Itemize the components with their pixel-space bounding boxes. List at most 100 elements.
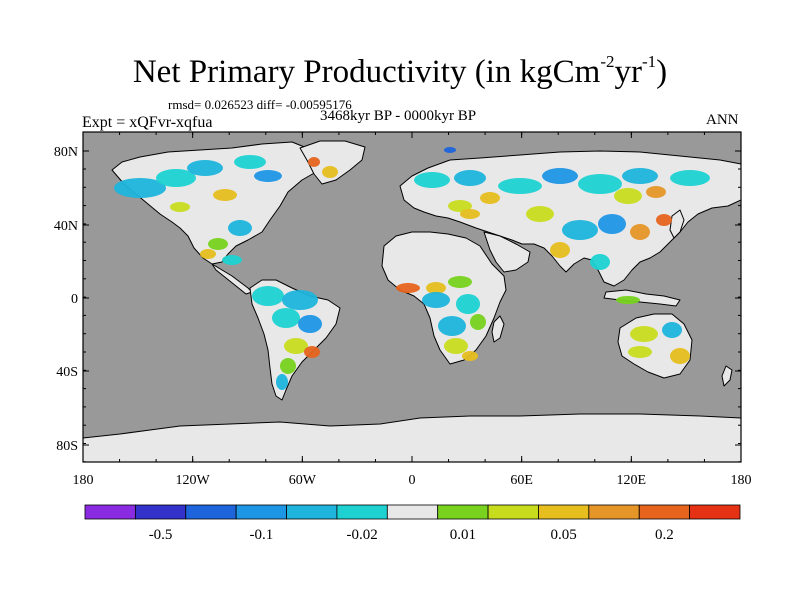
colorbar-label: -0.5 xyxy=(149,527,173,543)
anomaly-patch xyxy=(444,147,456,153)
madagascar xyxy=(491,315,505,343)
anomaly-patch xyxy=(542,168,578,184)
anomaly-patch xyxy=(234,155,266,169)
anomaly-patch xyxy=(426,282,446,294)
anomaly-patch xyxy=(422,292,450,308)
anomaly-patch xyxy=(252,286,284,306)
anomaly-patch xyxy=(628,346,652,358)
lon-tick-label: 60E xyxy=(510,473,533,488)
lon-tick-label: 120W xyxy=(176,473,211,488)
anomaly-patch xyxy=(578,174,622,194)
lon-tick-label: 180 xyxy=(731,473,752,488)
eurasia xyxy=(399,150,741,287)
anomaly-patch xyxy=(562,220,598,240)
anomaly-patch xyxy=(438,316,466,336)
colorbar-label: 0.2 xyxy=(655,527,674,543)
anomaly-patch xyxy=(462,351,478,361)
anomaly-patch xyxy=(282,290,318,310)
anomaly-patch xyxy=(308,157,320,167)
lat-tick-label: 40S xyxy=(56,365,78,380)
anomaly-patch xyxy=(662,322,682,338)
anomaly-patch xyxy=(254,170,282,182)
season-label: ANN xyxy=(706,112,739,128)
lon-tick-label: 180 xyxy=(73,473,94,488)
anomaly-patch xyxy=(630,326,658,342)
anomaly-patch xyxy=(526,206,554,222)
npp-anomaly-patches xyxy=(114,147,710,390)
stats-line: rmsd= 0.026523 diff= -0.00595176 xyxy=(168,97,352,112)
colorbar-swatch xyxy=(84,504,136,520)
anomaly-patch xyxy=(460,209,480,219)
anomaly-patch xyxy=(598,214,626,234)
anomaly-patch xyxy=(448,200,472,212)
indonesia xyxy=(603,289,681,307)
anomaly-patch xyxy=(280,358,296,374)
lat-tick-label: 40N xyxy=(54,219,78,234)
anomaly-patch xyxy=(272,308,300,328)
chart-title: Net Primary Productivity (in kgCm-2yr-1) xyxy=(132,52,668,90)
colorbar-label: 0.01 xyxy=(450,527,476,543)
anomaly-patch xyxy=(322,166,338,178)
colorbar-swatch xyxy=(336,504,388,520)
lon-tick-label: 0 xyxy=(409,473,416,488)
greenland xyxy=(299,140,366,185)
anomaly-patch xyxy=(213,189,237,201)
colorbar-swatch xyxy=(638,504,691,520)
colorbar-swatch xyxy=(437,504,489,520)
colorbar-swatch xyxy=(386,504,439,520)
colorbar-label: -0.1 xyxy=(249,527,273,543)
experiment-label: Expt = xQFvr-xqfua xyxy=(82,114,213,131)
colorbar-swatch xyxy=(689,504,741,520)
anomaly-patch xyxy=(156,169,196,187)
anomaly-patch xyxy=(170,202,190,212)
anomaly-patch xyxy=(614,188,642,204)
anomaly-patch xyxy=(448,276,472,288)
japan xyxy=(669,209,685,239)
anomaly-patch xyxy=(444,338,468,354)
anomaly-patch xyxy=(630,224,650,240)
colorbar-label: 0.05 xyxy=(551,527,577,543)
anomaly-patch xyxy=(114,178,166,198)
anomaly-patch xyxy=(454,170,486,186)
colorbar-swatch xyxy=(588,504,640,520)
anomaly-patch xyxy=(456,294,480,314)
anomaly-patch xyxy=(498,178,542,194)
anomaly-patch xyxy=(396,283,420,293)
anomaly-patch xyxy=(590,254,610,270)
anomaly-patch xyxy=(208,238,228,250)
anomaly-patch xyxy=(670,348,690,364)
lat-tick-label: 0 xyxy=(71,292,78,307)
anomaly-patch xyxy=(480,192,500,204)
colorbar-swatch xyxy=(235,504,287,520)
colorbar-swatch xyxy=(538,504,590,520)
antarctica xyxy=(83,413,741,462)
anomaly-patch xyxy=(616,296,640,304)
anomaly-patch xyxy=(550,242,570,258)
anomaly-patch xyxy=(228,220,252,236)
anomaly-patch xyxy=(670,170,710,186)
anomaly-patch xyxy=(414,172,450,188)
anomaly-patch xyxy=(622,168,658,184)
anomaly-patch xyxy=(304,346,320,358)
longitude-axis: 180 120W 60W 0 60E 120E 180 xyxy=(73,132,752,488)
anomaly-patch xyxy=(646,186,666,198)
lat-tick-label: 80N xyxy=(54,145,78,160)
colorbar-swatch xyxy=(134,504,187,520)
lon-tick-label: 120E xyxy=(617,473,647,488)
colorbar-swatch xyxy=(185,504,237,520)
new-zealand xyxy=(721,365,733,387)
arabian-peninsula xyxy=(483,231,531,273)
colorbar-swatch xyxy=(487,504,539,520)
anomaly-patch xyxy=(222,255,242,265)
period-label: 3468kyr BP - 0000kyr BP xyxy=(320,108,477,124)
anomaly-patch xyxy=(298,315,322,333)
lon-tick-label: 60W xyxy=(289,473,317,488)
latitude-axis: 80N 40N 0 40S 80S xyxy=(54,145,741,463)
anomaly-patch xyxy=(187,160,223,176)
anomaly-patch xyxy=(470,314,486,330)
anomaly-patch xyxy=(284,338,308,354)
anomaly-patch xyxy=(200,249,216,259)
lat-tick-label: 80S xyxy=(56,439,78,454)
colorbar-label: -0.02 xyxy=(346,527,377,543)
